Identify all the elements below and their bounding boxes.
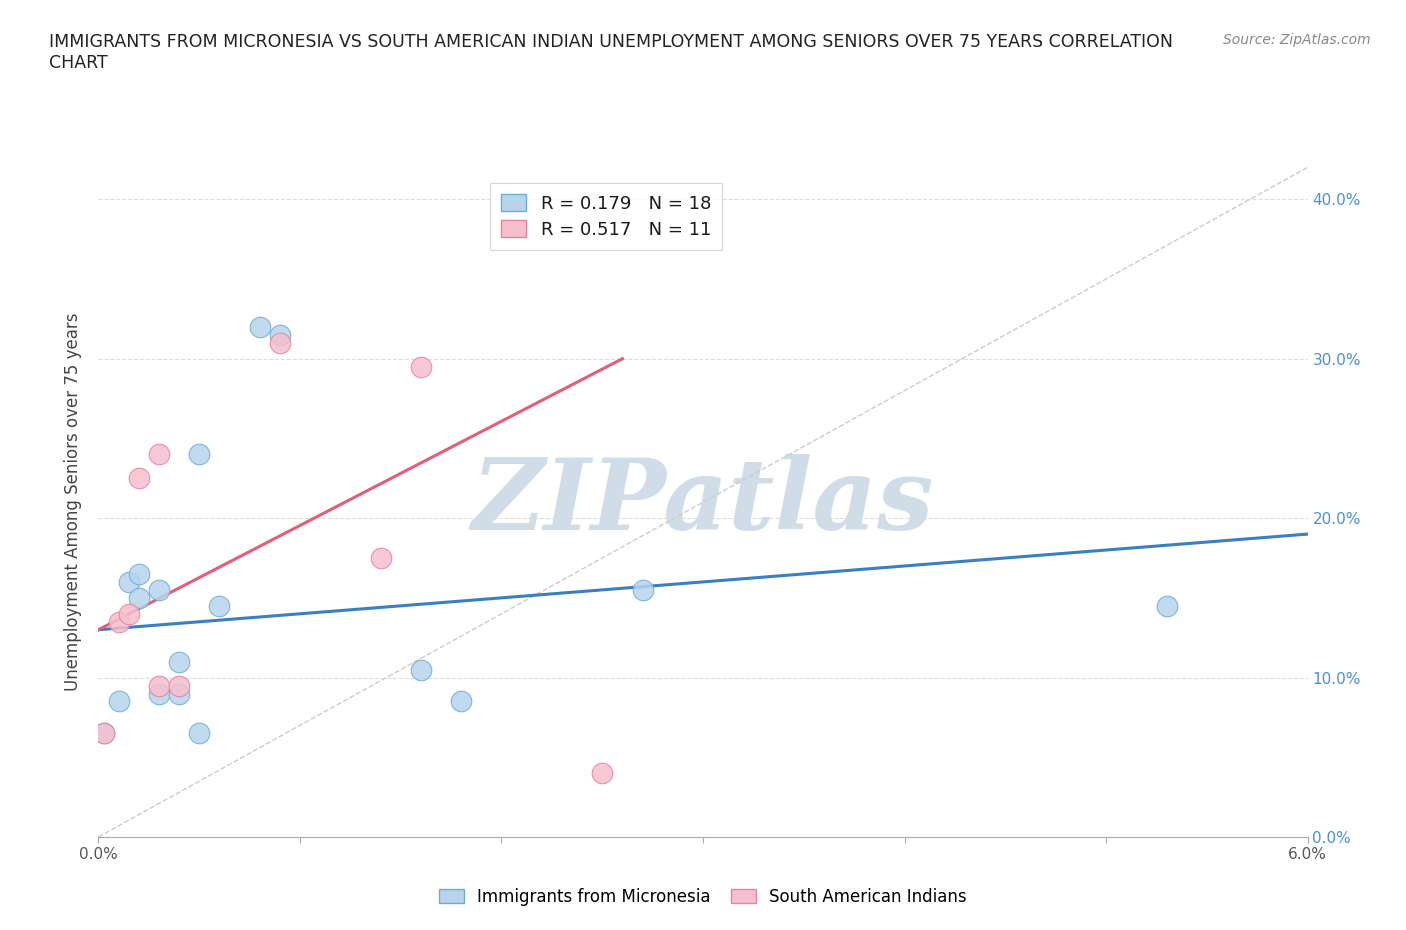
Point <box>148 447 170 462</box>
Point <box>249 319 271 334</box>
Text: ZIPatlas: ZIPatlas <box>472 454 934 551</box>
Text: Source: ZipAtlas.com: Source: ZipAtlas.com <box>1223 33 1371 46</box>
Point <box>208 598 231 613</box>
Point <box>93 726 115 741</box>
Point <box>188 726 211 741</box>
Point <box>591 765 613 780</box>
Legend: Immigrants from Micronesia, South American Indians: Immigrants from Micronesia, South Americ… <box>433 881 973 912</box>
Point <box>631 582 654 597</box>
Point <box>409 359 432 374</box>
Point <box>148 686 170 701</box>
Point <box>93 726 115 741</box>
Point <box>128 591 150 605</box>
Point <box>107 615 129 630</box>
Point <box>128 566 150 581</box>
Point <box>167 678 190 693</box>
Point <box>409 662 432 677</box>
Point <box>118 575 141 590</box>
Y-axis label: Unemployment Among Seniors over 75 years: Unemployment Among Seniors over 75 years <box>65 313 83 691</box>
Text: CHART: CHART <box>49 54 108 72</box>
Text: IMMIGRANTS FROM MICRONESIA VS SOUTH AMERICAN INDIAN UNEMPLOYMENT AMONG SENIORS O: IMMIGRANTS FROM MICRONESIA VS SOUTH AMER… <box>49 33 1173 50</box>
Point <box>269 336 291 351</box>
Point <box>167 686 190 701</box>
Point <box>107 694 129 709</box>
Point <box>188 447 211 462</box>
Point <box>167 654 190 669</box>
Legend: R = 0.179   N = 18, R = 0.517   N = 11: R = 0.179 N = 18, R = 0.517 N = 11 <box>491 183 723 249</box>
Point <box>128 471 150 485</box>
Point <box>370 551 392 565</box>
Point <box>148 582 170 597</box>
Point <box>1156 598 1178 613</box>
Point <box>269 327 291 342</box>
Point <box>450 694 472 709</box>
Point <box>118 606 141 621</box>
Point <box>148 678 170 693</box>
